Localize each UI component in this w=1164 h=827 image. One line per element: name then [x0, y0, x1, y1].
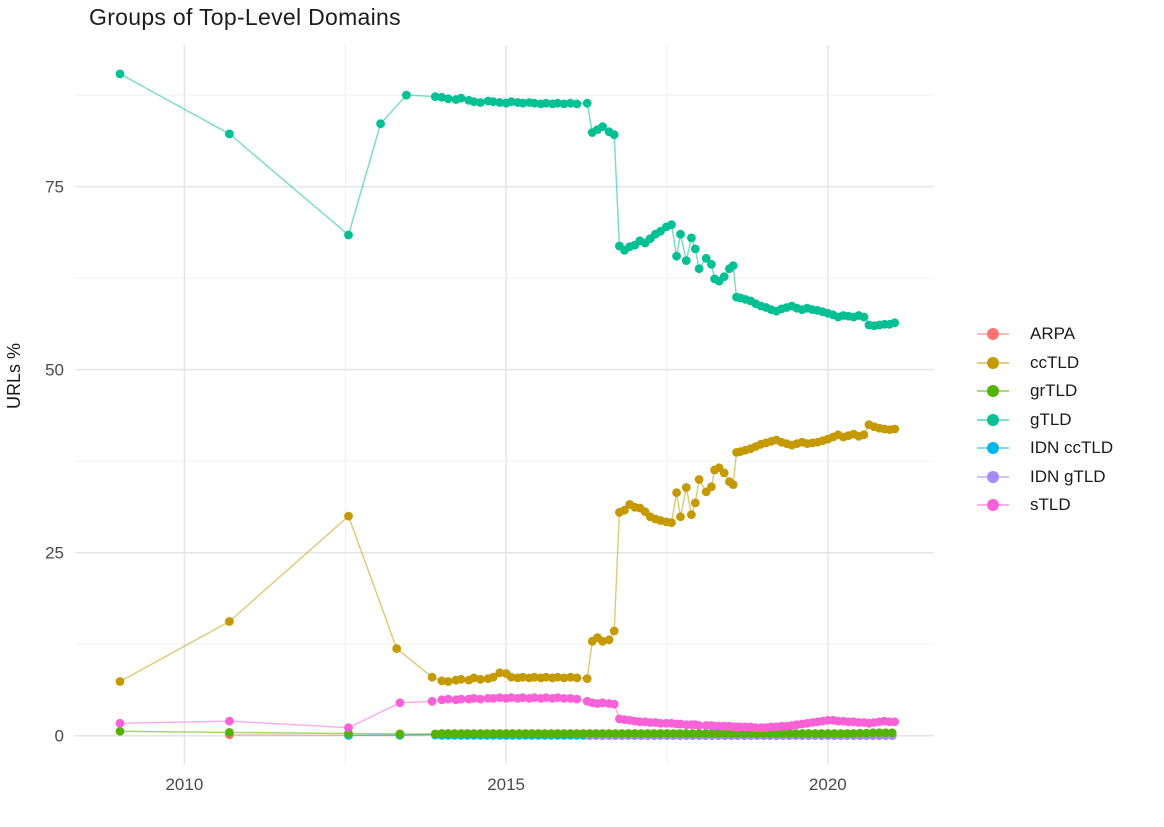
legend-key-icon: [977, 442, 1009, 455]
series-points-stld: [115, 693, 900, 733]
gridlines: [75, 45, 934, 765]
legend-label: ARPA: [1030, 324, 1076, 344]
legend-label: gTLD: [1030, 409, 1072, 429]
y-tick-label: 50: [45, 361, 64, 380]
legend-label: IDN gTLD: [1030, 466, 1106, 486]
y-tick-label: 75: [45, 178, 64, 197]
legend-label: sTLD: [1030, 495, 1071, 515]
legend-item-cctld: ccTLD: [977, 349, 1113, 378]
legend-item-arpa: ARPA: [977, 320, 1113, 349]
legend-item-grtld: grTLD: [977, 377, 1113, 406]
x-tick-label: 2015: [487, 775, 525, 794]
legend-item-idn-gtld: IDN gTLD: [977, 463, 1113, 492]
legend-key-icon: [977, 413, 1009, 426]
chart-title: Groups of Top-Level Domains: [89, 4, 401, 30]
series-points-grtld: [115, 726, 897, 739]
legend-label: IDN ccTLD: [1030, 438, 1114, 458]
y-tick-label: 0: [55, 727, 64, 746]
legend-key-icon: [977, 356, 1009, 369]
series-points: [115, 69, 900, 740]
legend-key-icon: [977, 328, 1009, 341]
x-tick-label: 2010: [165, 775, 203, 794]
legend-key-icon: [977, 499, 1009, 512]
legend-label: ccTLD: [1030, 352, 1080, 372]
x-tick-label: 2020: [809, 775, 847, 794]
y-tick-label: 25: [45, 544, 64, 563]
legend: ARPA ccTLD grTLD gTLD IDN ccTLD IDN gTLD sTLD: [977, 320, 1113, 520]
legend-item-stld: sTLD: [977, 491, 1113, 520]
series-points-gtld: [115, 69, 900, 331]
legend-item-idn-cctld: IDN ccTLD: [977, 434, 1113, 463]
y-axis-label: URLs %: [4, 343, 24, 410]
legend-key-icon: [977, 470, 1009, 483]
series-lines: [119, 73, 895, 737]
series-line-gtld: [119, 73, 895, 327]
series-points-cctld: [115, 420, 900, 686]
legend-key-icon: [977, 385, 1009, 398]
axis-tick-labels: 0 25 50 75 2010 2015 2020: [45, 178, 847, 794]
legend-label: grTLD: [1030, 381, 1078, 401]
legend-item-gtld: gTLD: [977, 406, 1113, 435]
